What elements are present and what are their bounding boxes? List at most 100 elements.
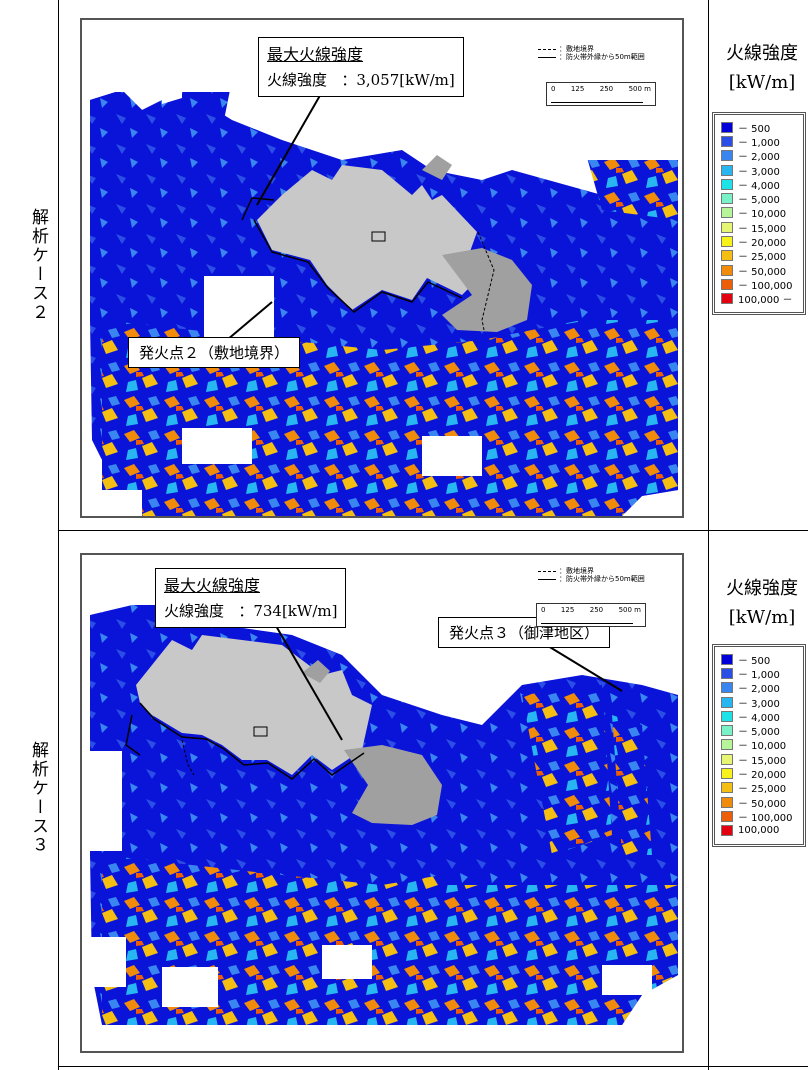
color-swatch-icon (721, 193, 733, 205)
callout-title: 最大火線強度 (164, 576, 261, 595)
legend-item-label: － 4,000 (738, 180, 780, 192)
legend-unit: [kW/m] (728, 606, 796, 628)
color-swatch-icon (721, 796, 733, 808)
legend-item-label: － 4,000 (738, 712, 780, 724)
legend-item: － 2,000 (721, 149, 797, 163)
color-swatch-icon (721, 135, 733, 147)
legend-item: － 15,000 (721, 220, 797, 235)
scale-tick: 250 (589, 606, 604, 614)
color-swatch-icon (721, 164, 733, 176)
color-swatch-icon (721, 739, 733, 751)
fire-point-label-case-3: 発火点３（御津地区） (438, 617, 611, 648)
legend-item-label: － 500 (738, 655, 771, 667)
bottom-border (58, 1066, 808, 1067)
legend-item: － 3,000 (721, 163, 797, 178)
legend-item-label: － 25,000 (738, 252, 787, 264)
color-swatch-icon (721, 782, 733, 794)
range-label: ：防火帯外縁から50m範囲 (559, 575, 645, 584)
legend-item-label: 100,000 (738, 825, 780, 837)
color-swatch-icon (721, 696, 733, 708)
color-swatch-icon (721, 178, 733, 190)
max-intensity-callout-case-2: 最大火線強度 火線強度 ：3,057[kW/m] (258, 37, 464, 97)
legend-item-label: － 1,000 (738, 137, 780, 149)
legend-item: － 10,000 (721, 738, 797, 752)
color-swatch-icon (721, 667, 733, 679)
legend-item: － 10,000 (721, 206, 797, 220)
legend-item: － 2,000 (721, 681, 797, 695)
fire-intensity-map-case-2 (80, 18, 684, 518)
color-swatch-icon (721, 653, 733, 665)
legend-unit: [kW/m] (728, 71, 796, 93)
boundary-label: ：敷地境界 (559, 567, 594, 575)
map-line-legend-case-3: ：敷地境界 ：防火帯外縁から50m範囲 (538, 567, 645, 583)
case-label-2: 解析ケース２ (28, 208, 48, 322)
legend-item: － 15,000 (721, 752, 797, 767)
color-swatch-icon (721, 725, 733, 737)
legend-item: － 50,000 (721, 263, 797, 278)
scale-tick: 250 (599, 85, 614, 93)
legend-item: － 25,000 (721, 781, 797, 795)
scale-tick: 0 (551, 85, 556, 93)
color-swatch-icon (721, 825, 733, 837)
legend-item: － 20,000 (721, 234, 797, 250)
solid-line-icon (538, 56, 556, 58)
legend-item-label: － 1,000 (738, 669, 780, 681)
column-divider-left (58, 0, 59, 1070)
callout-name: 火線強度 (164, 601, 225, 620)
color-swatch-icon (721, 250, 733, 262)
legend-item: － 25,000 (721, 249, 797, 263)
legend-item: － 1,000 (721, 134, 797, 149)
scale-tick: 125 (560, 606, 575, 614)
color-legend-case-2: － 500 － 1,000 － 2,000 － 3,000 － 4,000 － 5,000… (712, 112, 806, 315)
scale-tick: 125 (570, 85, 585, 93)
map-image-case-2 (82, 20, 682, 516)
legend-item: － 3,000 (721, 695, 797, 710)
color-swatch-icon (721, 293, 733, 305)
color-swatch-icon (721, 810, 733, 822)
legend-item: － 500 (721, 120, 797, 135)
case-label-3: 解析ケース３ (28, 741, 48, 855)
scale-tick: 0 (541, 606, 546, 614)
legend-item-label: － 500 (738, 123, 771, 135)
legend-item-label: － 2,000 (738, 684, 780, 696)
color-swatch-icon (721, 207, 733, 219)
legend-title: 火線強度 (726, 578, 798, 599)
legend-item-label: － 100,000 (738, 280, 793, 292)
legend-item: － 100,000 (721, 809, 797, 824)
color-swatch-icon (721, 264, 733, 276)
legend-item-label: － 50,000 (738, 266, 787, 278)
legend-item-label: － 20,000 (738, 238, 787, 250)
color-swatch-icon (721, 150, 733, 162)
legend-item-label: － 25,000 (738, 784, 787, 796)
callout-value: ：3,057[kW/m] (341, 70, 455, 89)
color-swatch-icon (721, 710, 733, 722)
scale-ruler (551, 94, 643, 103)
color-swatch-icon (721, 753, 733, 765)
legend-item-label: － 20,000 (738, 770, 787, 782)
color-swatch-icon (721, 682, 733, 694)
legend-item: － 5,000 (721, 191, 797, 206)
legend-item: 100,000 － (721, 292, 797, 306)
legend-item-label: － 3,000 (738, 698, 780, 710)
legend-item-label: － 10,000 (738, 209, 787, 221)
legend-item: － 20,000 (721, 766, 797, 782)
legend-item: 100,000 (721, 824, 797, 838)
legend-item: － 100,000 (721, 277, 797, 292)
color-swatch-icon (721, 236, 733, 248)
boundary-label: ：敷地境界 (559, 45, 594, 53)
legend-item-label: － 15,000 (738, 755, 787, 767)
legend-item-label: － 10,000 (738, 741, 787, 753)
scale-tick: 500 m (618, 606, 641, 614)
scale-ruler (541, 615, 633, 624)
dashed-line-icon (538, 570, 556, 572)
scale-tick: 500 m (628, 85, 651, 93)
callout-title: 最大火線強度 (267, 45, 364, 64)
legend-item: － 1,000 (721, 666, 797, 681)
color-swatch-icon (721, 221, 733, 233)
legend-item: － 5,000 (721, 723, 797, 738)
color-swatch-icon (721, 121, 733, 133)
map-line-legend-case-2: ：敷地境界 ：防火帯外縁から50m範囲 (538, 45, 645, 61)
row-divider (58, 530, 808, 531)
legend-item-label: － 50,000 (738, 798, 787, 810)
fire-point-label-case-2: 発火点２（敷地境界） (128, 337, 301, 368)
